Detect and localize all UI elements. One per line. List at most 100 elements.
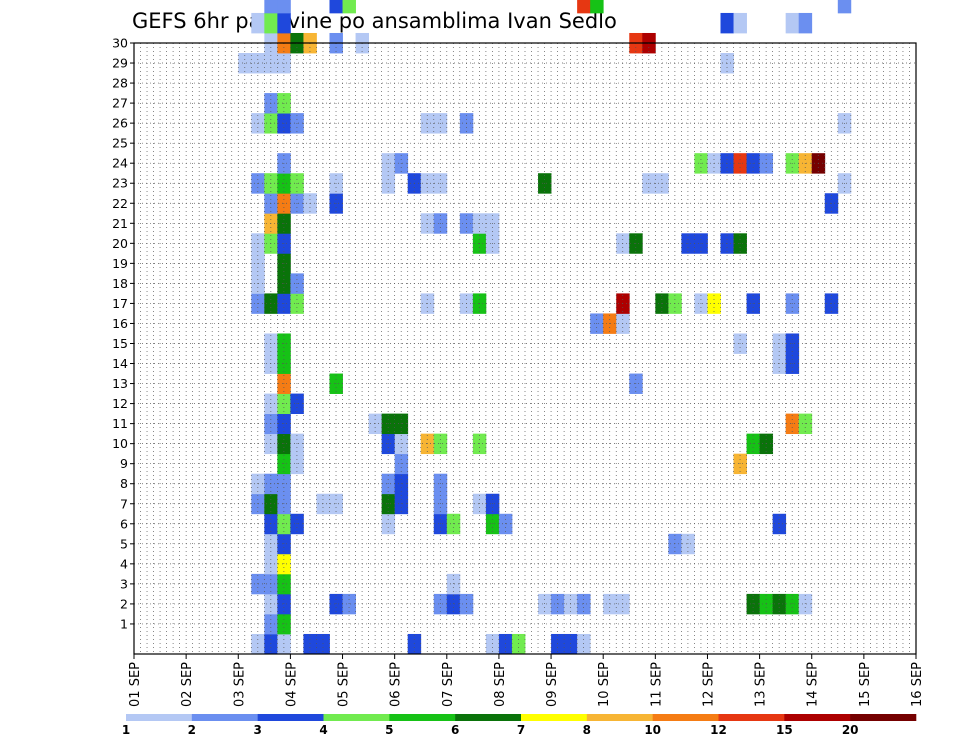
heatmap-cell <box>798 593 813 615</box>
y-tick-label: 29 <box>112 56 128 71</box>
y-tick-label: 18 <box>112 276 128 291</box>
y-tick-label: 24 <box>112 156 128 171</box>
x-tick-label: 01 SEP <box>128 662 143 707</box>
y-tick-label: 10 <box>112 436 128 451</box>
y-tick-label: 15 <box>112 336 128 351</box>
y-tick-label: 25 <box>112 136 128 151</box>
y-tick-label: 19 <box>112 256 128 271</box>
colorbar-label: 3 <box>253 723 261 737</box>
heatmap-cell <box>446 593 461 615</box>
heatmap-cell <box>538 593 552 615</box>
heatmap-cell <box>564 633 578 655</box>
y-tick-label: 14 <box>112 356 128 371</box>
x-tick-label: 12 SEP <box>701 662 716 707</box>
colorbar-swatch <box>126 714 193 721</box>
heatmap-cell <box>746 593 760 615</box>
heatmap-cell <box>785 12 800 34</box>
heatmap-cell <box>342 0 356 14</box>
heatmap-cell <box>798 12 813 34</box>
heatmap-cell <box>668 533 682 555</box>
heatmap-cell <box>277 613 291 635</box>
y-tick-label: 13 <box>112 376 128 391</box>
heatmap-cell <box>407 633 422 655</box>
heatmap-cell <box>251 633 265 655</box>
colorbar-swatch <box>652 714 719 721</box>
colorbar-label: 1 <box>122 723 130 737</box>
colorbar-label: 4 <box>319 723 327 737</box>
heatmap-cell <box>264 633 278 655</box>
colorbar-swatch <box>718 714 785 721</box>
heatmap-cell <box>277 573 291 595</box>
y-tick-label: 30 <box>112 36 128 51</box>
x-tick-label: 15 SEP <box>858 662 873 707</box>
heatmap-cell <box>733 12 747 34</box>
heatmap-cell <box>264 12 278 34</box>
colorbar-swatch <box>586 714 653 721</box>
y-tick-label: 21 <box>112 216 128 231</box>
colorbar-legend: 1 2 3 4 5 6 7 8 10 12 15 20 <box>122 714 917 737</box>
x-axis: 01 SEP 02 SEP 03 SEP 04 SEP 05 SEP 06 SEP 07 S… <box>128 654 925 707</box>
heatmap-cell <box>316 633 330 655</box>
x-tick-label: 11 SEP <box>649 662 664 707</box>
y-tick-label: 16 <box>112 316 128 331</box>
heatmap-cell <box>577 593 591 615</box>
heatmap-cell <box>277 553 291 575</box>
colorbar-swatch <box>389 714 456 721</box>
heatmap-cell <box>277 0 291 14</box>
heatmap-cell <box>446 573 461 595</box>
y-tick-label: 11 <box>112 416 128 431</box>
heatmap-cell <box>785 593 800 615</box>
y-tick-label: 5 <box>120 536 128 551</box>
y-tick-label: 9 <box>120 456 128 471</box>
heatmap-cell <box>681 533 695 555</box>
heatmap-cell <box>303 633 317 655</box>
y-axis: 1234567891011121314151617181920212223242… <box>112 36 134 631</box>
y-tick-label: 23 <box>112 176 128 191</box>
x-tick-label: 04 SEP <box>284 662 299 707</box>
heatmap-cell <box>772 593 787 615</box>
x-tick-label: 07 SEP <box>441 662 456 707</box>
heatmap-cell <box>433 593 448 615</box>
heatmap-cell <box>329 593 343 615</box>
heatmap-cell <box>577 0 591 14</box>
colorbar-swatch <box>323 714 390 721</box>
colorbar-swatch <box>784 714 851 721</box>
y-tick-label: 4 <box>120 556 128 571</box>
y-tick-label: 26 <box>112 116 128 131</box>
colorbar-label: 7 <box>517 723 525 737</box>
plot-frame <box>133 42 917 655</box>
y-tick-label: 1 <box>120 616 128 631</box>
y-tick-label: 12 <box>112 396 128 411</box>
y-tick-label: 3 <box>120 576 128 591</box>
x-tick-label: 08 SEP <box>493 662 508 707</box>
heatmap-cell <box>590 0 604 14</box>
colorbar-swatch <box>257 714 324 721</box>
x-tick-label: 14 SEP <box>806 662 821 707</box>
x-tick-label: 16 SEP <box>910 662 925 707</box>
heatmap-cell <box>264 533 278 555</box>
y-tick-label: 8 <box>120 476 128 491</box>
heatmap-cell <box>277 633 291 655</box>
x-tick-label: 10 SEP <box>597 662 612 707</box>
colorbar-swatch <box>850 714 917 721</box>
y-tick-label: 7 <box>120 496 128 511</box>
heatmap-cell <box>264 613 278 635</box>
colorbar-swatch <box>521 714 588 721</box>
colorbar-label: 10 <box>644 723 661 737</box>
y-tick-label: 2 <box>120 596 128 611</box>
colorbar-label: 6 <box>451 723 459 737</box>
heatmap-cell <box>264 553 278 575</box>
heatmap-cell <box>251 12 265 34</box>
colorbar-label: 12 <box>710 723 727 737</box>
y-tick-label: 27 <box>112 96 128 111</box>
colorbar-label: 15 <box>776 723 793 737</box>
y-tick-label: 6 <box>120 516 128 531</box>
heatmap-cell <box>264 593 278 615</box>
x-tick-label: 09 SEP <box>545 662 560 707</box>
colorbar-label: 5 <box>385 723 393 737</box>
heatmap-cell <box>485 633 500 655</box>
heatmap-cell <box>498 633 513 655</box>
heatmap-cell <box>511 633 526 655</box>
